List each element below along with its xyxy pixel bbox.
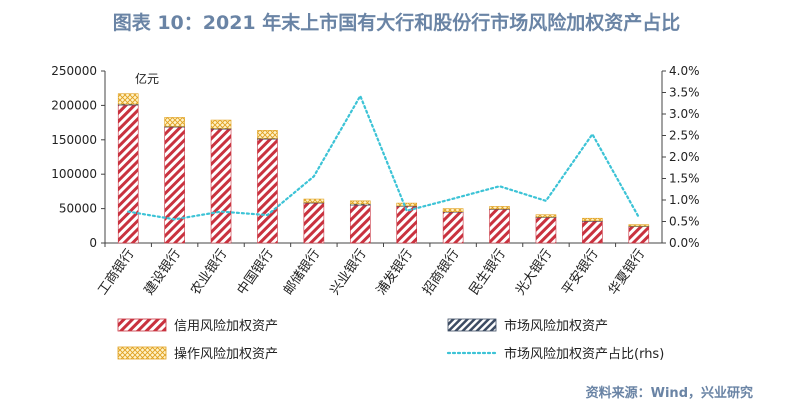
- unit-label: 亿元: [135, 71, 159, 86]
- left-tick-label: 0: [89, 236, 97, 250]
- left-tick-label: 250000: [51, 64, 97, 78]
- operational-bar-segment: [303, 198, 325, 203]
- operational-bar-segment: [535, 214, 557, 218]
- left-tick-label: 100000: [51, 167, 97, 181]
- operational-bar-segment: [628, 224, 650, 227]
- x-category-label: 浦发银行: [373, 246, 416, 298]
- x-category-label: 工商银行: [95, 247, 137, 298]
- operational-bar-segment: [489, 206, 510, 210]
- operational-bar-segment: [349, 200, 371, 205]
- chart-title: 图表 10：2021 年末上市国有大行和股份行市场风险加权资产占比: [112, 12, 681, 34]
- operational-bar-segment: [442, 208, 464, 212]
- x-category-label: 光大银行: [513, 247, 555, 298]
- credit-bar-segment: [303, 202, 325, 244]
- credit-bar-segment: [257, 138, 278, 244]
- legend-swatch-credit: [117, 318, 167, 332]
- credit-bar-segment: [117, 104, 139, 244]
- credit-bar-segment: [489, 208, 510, 244]
- right-tick-label: 4.0%: [669, 64, 700, 78]
- credit-bar-segment: [164, 126, 185, 244]
- credit-bar-segment: [396, 205, 418, 244]
- x-category-label: 兴业银行: [327, 247, 369, 298]
- right-tick-label: 2.5%: [669, 129, 700, 143]
- source-note: 资料来源：Wind，兴业研究: [585, 386, 753, 401]
- ratio-series-line: [127, 93, 640, 221]
- x-category-label: 华夏银行: [606, 247, 648, 298]
- credit-bar-segment: [210, 128, 232, 244]
- x-category-label: 建设银行: [142, 247, 184, 298]
- operational-bar-segment: [396, 202, 418, 207]
- left-tick-label: 50000: [59, 202, 97, 216]
- credit-bar-segment: [442, 211, 464, 244]
- right-tick-label: 2.0%: [669, 150, 700, 164]
- credit-bar-segment: [628, 225, 650, 244]
- right-tick-label: 3.5%: [669, 86, 700, 100]
- credit-bar-segment: [349, 204, 371, 244]
- right-tick-label: 0.5%: [669, 215, 700, 229]
- x-category-label: 中国银行: [235, 247, 277, 298]
- x-category-label: 平安银行: [560, 247, 602, 298]
- right-tick-label: 1.0%: [669, 193, 700, 207]
- right-tick-label: 3.0%: [669, 107, 700, 121]
- legend-label: 市场风险加权资产占比(rhs): [504, 346, 664, 362]
- right-tick-label: 0.0%: [669, 236, 700, 250]
- legend-swatch-market: [447, 318, 497, 332]
- credit-bar-segment: [535, 216, 557, 244]
- operational-bar-segment: [117, 93, 139, 105]
- left-tick-label: 150000: [51, 133, 97, 147]
- x-category-label: 招商银行: [420, 247, 462, 298]
- legend-label: 市场风险加权资产: [504, 318, 608, 334]
- legend-swatch-operational: [117, 346, 167, 360]
- legend-label: 操作风险加权资产: [174, 346, 278, 362]
- x-category-label: 邮储银行: [281, 247, 323, 298]
- legend-label: 信用风险加权资产: [174, 318, 278, 334]
- x-category-label: 民生银行: [467, 247, 509, 298]
- left-tick-label: 200000: [51, 98, 97, 112]
- operational-bar-segment: [582, 217, 603, 222]
- x-category-label: 农业银行: [188, 247, 230, 298]
- right-tick-label: 1.5%: [669, 172, 700, 186]
- credit-bar-segment: [582, 221, 603, 244]
- operational-bar-segment: [257, 130, 278, 139]
- operational-bar-segment: [210, 119, 232, 129]
- operational-bar-segment: [164, 117, 185, 127]
